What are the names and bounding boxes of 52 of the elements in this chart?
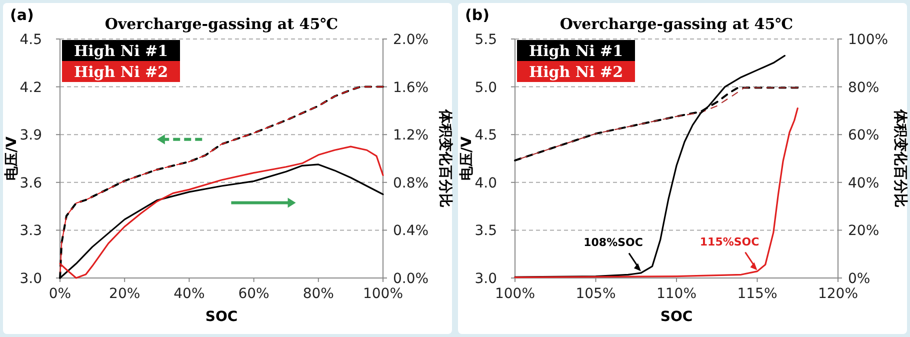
y2-tick-label: 0.8% (393, 175, 429, 192)
y2-axis-title: 体积变化百分比 (437, 108, 454, 208)
x-tick-label: 0% (48, 286, 72, 302)
x-axis-title: SOC (205, 309, 238, 325)
y2-tick-label: 0% (848, 271, 870, 287)
y-tick-label: 3.9 (20, 128, 42, 144)
y2-tick-label: 40% (848, 175, 880, 192)
y-tick-label: 4.2 (20, 80, 42, 96)
x-tick-label: 110% (656, 286, 697, 302)
y-tick-label: 3.6 (20, 175, 42, 192)
y2-axis-title: 体积变化百分比 (892, 108, 909, 208)
y2-tick-label: 20% (848, 223, 880, 240)
x-tick-label: 100% (494, 286, 536, 302)
y-tick-label: 3.0 (20, 271, 42, 287)
y-tick-label: 4.5 (474, 128, 497, 144)
y-tick-label: 5.5 (474, 32, 497, 48)
y-axis-title: 电压/V (459, 136, 475, 180)
y2-tick-label: 0.4% (393, 223, 429, 240)
line-series (514, 108, 798, 278)
text: High Ni #2 (74, 63, 168, 81)
y2-tick-label: 1.6% (393, 80, 429, 96)
y-tick-label: 4.0 (474, 175, 497, 192)
y-tick-label: 3.0 (474, 271, 497, 287)
x-tick-label: 20% (109, 286, 140, 302)
x-tick-label: 40% (174, 286, 205, 302)
y2-tick-label: 1.2% (393, 128, 429, 144)
text: (b) (465, 6, 490, 24)
x-tick-label: 115% (737, 286, 778, 302)
x-axis-title: SOC (660, 309, 693, 325)
text: High Ni #2 (528, 63, 624, 81)
annotation: 108%SOC (584, 236, 643, 250)
y2-tick-label: 0.0% (393, 271, 429, 287)
y2-tick-label: 2.0% (393, 32, 429, 48)
x-tick-label: 80% (302, 286, 334, 302)
y2-tick-label: 100% (848, 32, 888, 48)
text: (a) (10, 6, 34, 24)
text: High Ni #1 (528, 42, 624, 60)
x-tick-label: 60% (238, 286, 270, 302)
y-tick-label: 5.0 (474, 80, 497, 96)
y-tick-label: 4.5 (20, 32, 42, 48)
chart-title: Overcharge-gassing at 45℃ (104, 15, 338, 33)
y-tick-label: 3.5 (474, 223, 497, 240)
y-tick-label: 3.3 (20, 223, 42, 240)
y-axis-title: 电压/V (4, 136, 20, 180)
y2-tick-label: 80% (848, 80, 880, 96)
x-tick-label: 100% (362, 286, 404, 302)
chart-title: Overcharge-gassing at 45℃ (560, 15, 794, 33)
text: High Ni #1 (74, 42, 168, 60)
annotation: 115%SOC (700, 235, 760, 248)
x-tick-label: 120% (818, 286, 858, 302)
y2-tick-label: 60% (848, 128, 880, 144)
x-tick-label: 105% (576, 286, 616, 302)
